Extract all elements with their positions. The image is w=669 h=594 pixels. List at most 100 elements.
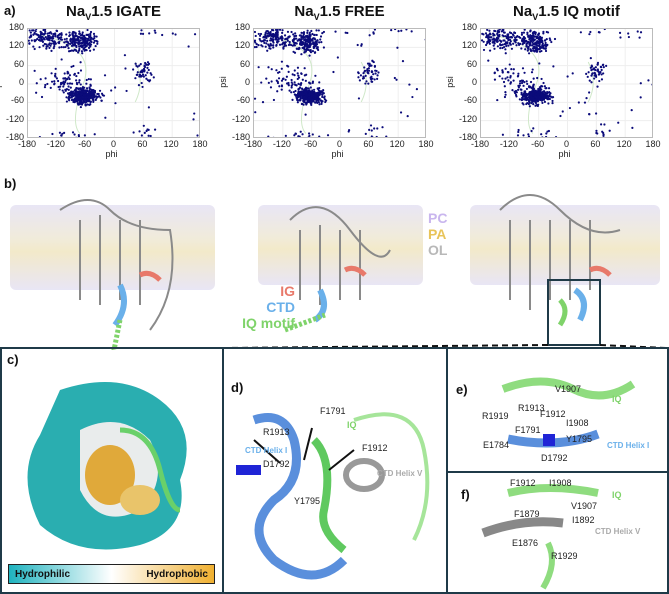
data-point <box>143 131 146 134</box>
data-point <box>73 94 76 97</box>
data-point <box>30 39 33 42</box>
data-point <box>504 93 507 96</box>
data-point <box>299 43 303 46</box>
data-point <box>415 88 418 91</box>
data-point <box>503 45 506 49</box>
data-point <box>89 83 92 86</box>
data-point <box>267 43 270 46</box>
data-point <box>143 64 146 67</box>
data-point <box>538 44 541 47</box>
data-point <box>314 74 317 77</box>
data-point <box>264 32 267 35</box>
data-point <box>54 72 57 75</box>
data-point <box>554 136 558 137</box>
data-point <box>318 41 321 44</box>
data-point <box>85 78 88 82</box>
data-point <box>263 39 266 42</box>
data-point <box>364 132 367 135</box>
legend-ctd: CTD <box>266 299 295 315</box>
data-point <box>193 33 197 36</box>
y-tick-label: -60 <box>463 95 477 106</box>
data-point <box>254 111 257 114</box>
data-point <box>311 133 314 136</box>
data-point <box>311 100 314 103</box>
data-point <box>143 70 146 73</box>
data-point <box>522 41 525 44</box>
data-point <box>588 79 591 82</box>
data-point <box>498 33 501 36</box>
label-f1879: F1879 <box>514 509 540 519</box>
x-axis-label: phi <box>105 149 118 159</box>
data-point <box>50 42 53 45</box>
data-point <box>548 97 551 101</box>
data-point <box>290 91 293 94</box>
data-point <box>594 66 597 69</box>
data-point <box>598 79 601 83</box>
data-point <box>639 82 642 85</box>
ramachandran-plot-0 <box>27 28 200 138</box>
x-axis-label: phi <box>558 149 571 159</box>
data-point <box>601 63 604 67</box>
data-point <box>68 31 71 34</box>
data-point <box>598 71 601 74</box>
data-point <box>488 32 492 35</box>
data-point <box>142 124 145 127</box>
data-point <box>301 43 304 46</box>
data-point <box>52 32 56 36</box>
data-point <box>67 97 70 100</box>
data-point <box>369 124 373 127</box>
data-point <box>376 74 379 77</box>
data-point <box>540 36 544 39</box>
data-point <box>302 33 305 36</box>
data-point <box>308 54 311 57</box>
data-point <box>268 34 271 37</box>
data-point <box>320 102 323 106</box>
data-point <box>524 48 527 51</box>
x-tick-label: 0 <box>110 139 116 149</box>
data-point <box>522 95 526 98</box>
data-point <box>373 78 376 81</box>
data-point <box>540 85 543 88</box>
data-point <box>139 32 143 35</box>
data-point <box>86 29 89 32</box>
data-point <box>363 66 366 69</box>
data-point <box>145 63 148 66</box>
data-point <box>134 62 137 65</box>
data-point <box>538 38 542 41</box>
data-point <box>303 67 306 70</box>
data-point <box>487 59 490 62</box>
data-point <box>321 93 324 96</box>
legend-pc: PC <box>428 210 448 226</box>
data-point <box>75 86 78 90</box>
data-point <box>534 92 538 96</box>
data-point <box>510 68 513 71</box>
data-point <box>300 31 303 34</box>
data-point <box>86 90 89 93</box>
data-point <box>141 71 144 74</box>
data-point <box>595 129 598 132</box>
panel-label-e: e) <box>456 382 468 397</box>
data-point <box>541 136 544 137</box>
data-point <box>551 99 554 103</box>
data-point <box>309 100 313 103</box>
data-point <box>359 74 363 77</box>
data-point <box>91 94 95 97</box>
data-point <box>48 42 51 45</box>
data-point <box>89 78 92 81</box>
label-ctd-helix-v: CTD Helix V <box>377 469 423 478</box>
data-point <box>267 81 270 84</box>
data-point <box>35 82 38 85</box>
data-point <box>321 95 324 99</box>
data-point <box>63 72 66 75</box>
data-point <box>524 97 527 100</box>
data-point <box>394 29 397 31</box>
data-point <box>595 75 598 78</box>
data-point <box>318 98 321 101</box>
data-point <box>509 40 512 43</box>
data-point <box>76 39 79 42</box>
data-point <box>505 44 508 48</box>
data-point <box>376 127 379 130</box>
data-point <box>287 84 290 87</box>
data-point <box>147 134 150 137</box>
data-point <box>315 47 318 50</box>
